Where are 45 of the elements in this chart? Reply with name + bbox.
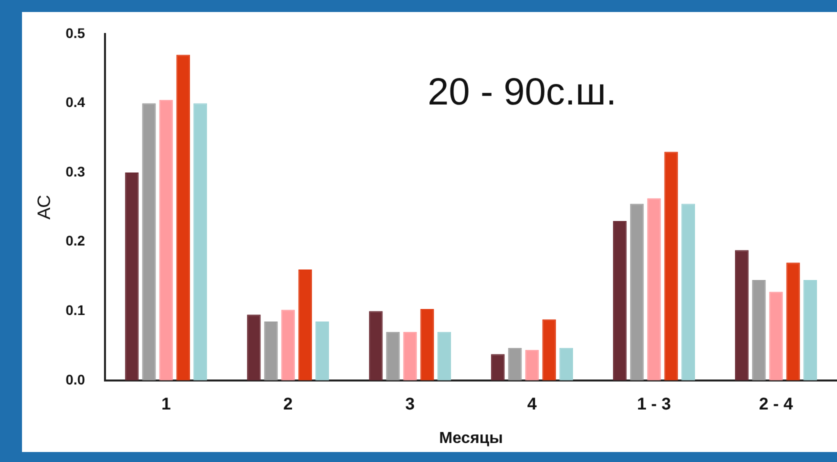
bar — [264, 322, 278, 380]
bar — [752, 280, 766, 380]
bar — [508, 348, 522, 380]
bar — [542, 319, 556, 380]
y-tick-label: 0.1 — [66, 302, 86, 318]
bar — [664, 152, 678, 380]
x-tick-label: 3 — [405, 394, 415, 414]
bar — [369, 311, 383, 380]
bar — [281, 310, 295, 380]
y-tick-label: 0.2 — [66, 232, 86, 249]
bar — [437, 332, 452, 380]
x-tick-label: 2 — [283, 394, 293, 414]
x-axis-title: Месяцы — [439, 430, 503, 447]
y-tick-label: 0.0 — [66, 371, 86, 388]
bar — [386, 332, 400, 380]
bar — [193, 103, 208, 380]
y-tick-label: 0.4 — [66, 94, 86, 110]
bar — [681, 204, 696, 380]
bar — [315, 322, 330, 380]
bar — [803, 280, 817, 380]
bar — [298, 270, 312, 380]
bar — [420, 309, 434, 380]
bar — [613, 221, 627, 380]
bar — [647, 198, 661, 380]
bar — [735, 250, 749, 380]
x-tick-label: 2 - 4 — [758, 394, 794, 414]
bar — [559, 348, 574, 380]
bar — [159, 100, 173, 380]
bar — [630, 204, 644, 380]
bar — [125, 172, 139, 380]
bar — [247, 314, 261, 380]
x-tick-label: 1 — [161, 394, 171, 414]
bar — [786, 262, 800, 380]
bar — [769, 292, 783, 380]
bar — [176, 54, 190, 380]
bar — [491, 354, 505, 380]
bar — [525, 350, 539, 380]
bar — [142, 103, 156, 380]
annotation: 20 - 90с.ш. — [428, 71, 617, 114]
y-tick-label: 0.5 — [66, 24, 86, 41]
bar — [403, 332, 417, 380]
x-tick-label: 4 — [527, 394, 538, 414]
y-tick-label: 0.3 — [66, 163, 86, 180]
x-tick-label: 1 - 3 — [637, 394, 672, 414]
y-axis-title: АС — [34, 194, 54, 220]
